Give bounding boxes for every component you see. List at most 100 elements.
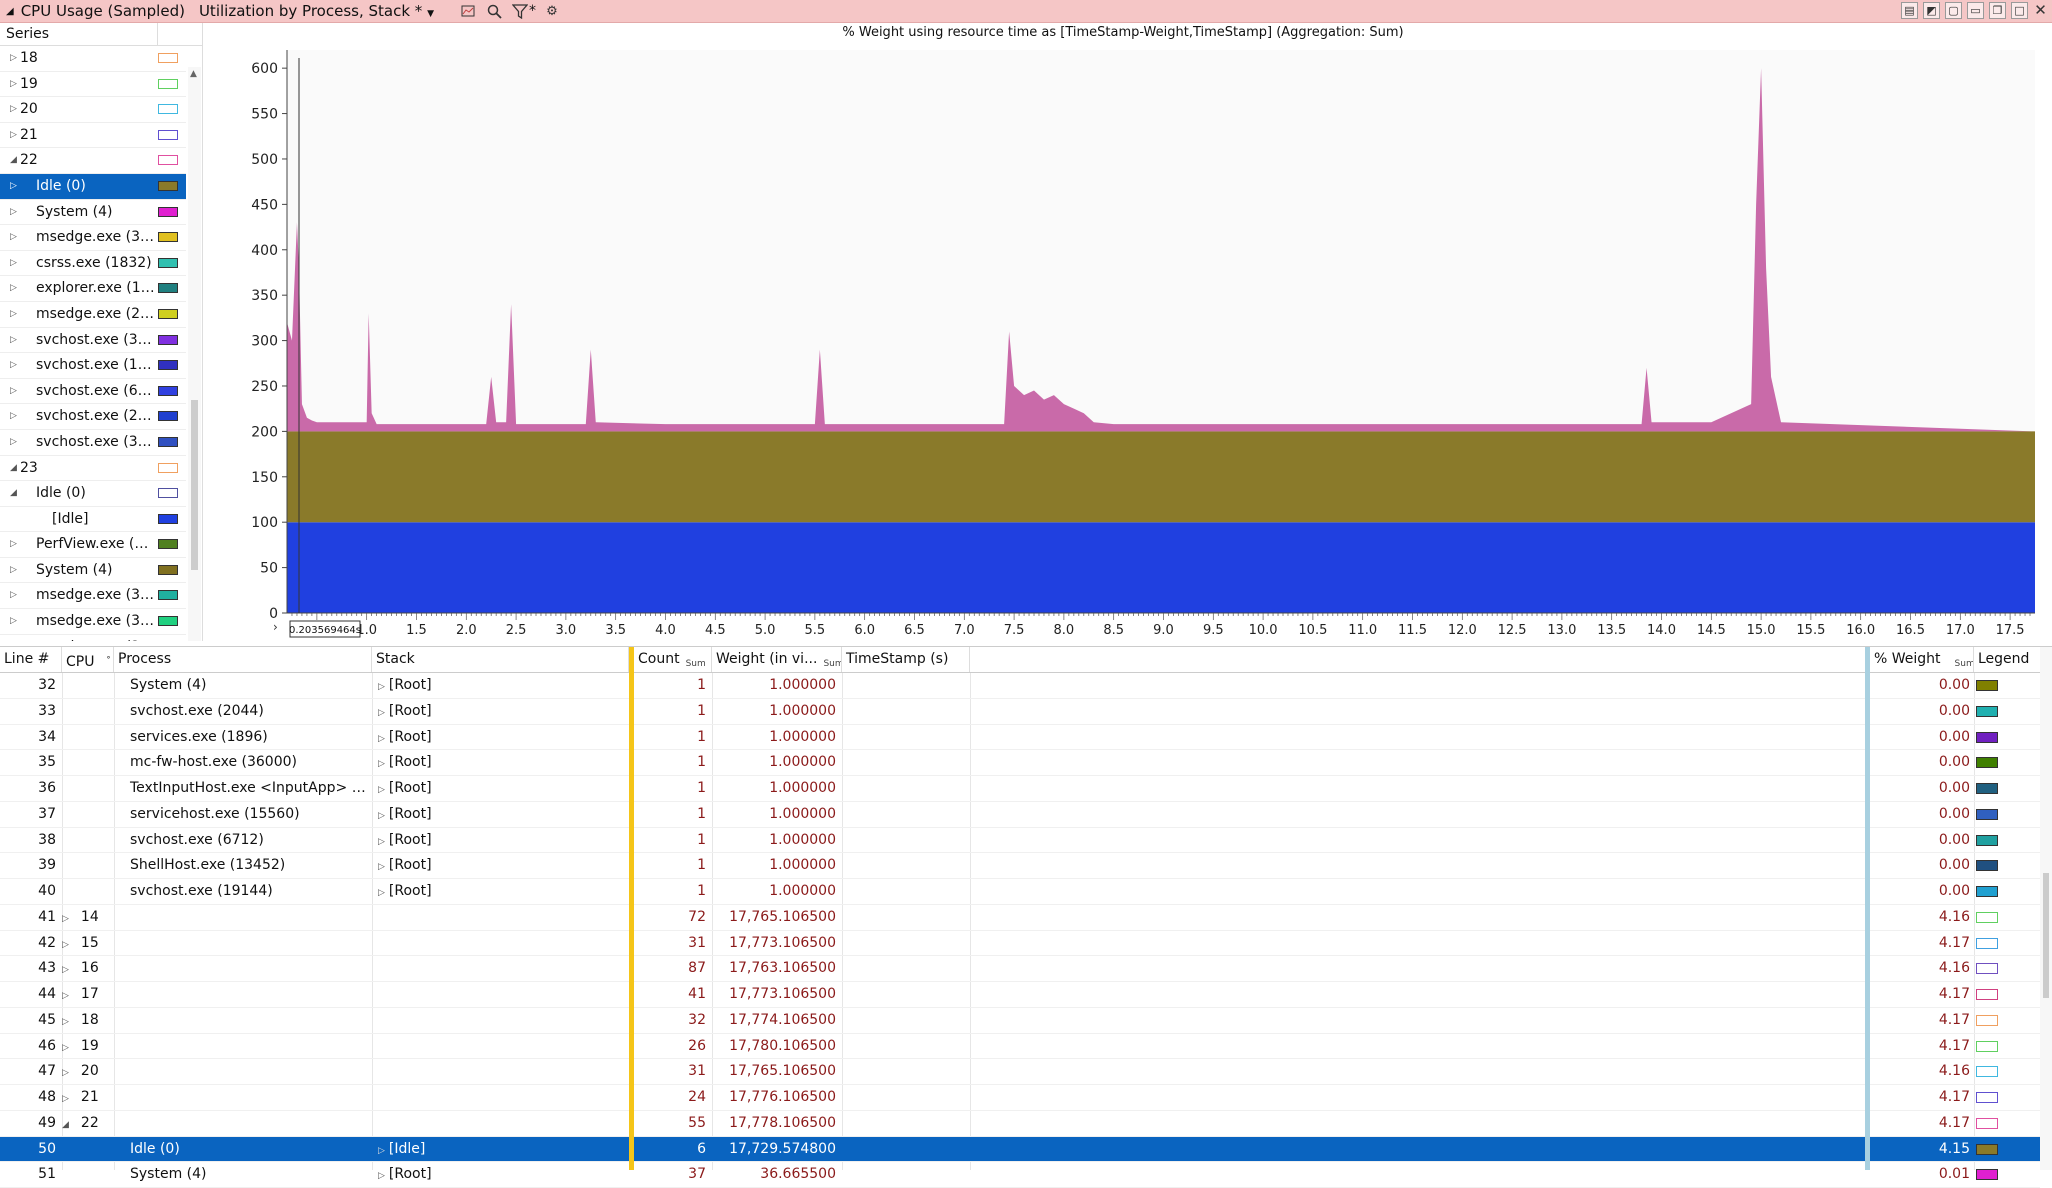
table-row[interactable]: 42 ▷ 15 31 17,773.106500 4.17 (0, 931, 2040, 957)
cpu-expand-icon[interactable]: ▷ (62, 1094, 69, 1104)
series-color-swatch[interactable] (158, 360, 178, 371)
series-item[interactable]: ▷ svchost.exe (26... (0, 404, 186, 430)
stack-expand-icon[interactable]: ▷ (378, 862, 385, 873)
series-color-swatch[interactable] (158, 539, 178, 550)
table-row[interactable]: 35 mc-fw-host.exe (36000) ▷ [Root] 1 1.000000… (0, 750, 2040, 776)
legend-swatch[interactable] (1976, 1066, 1998, 1078)
series-item[interactable]: ▷ msedge.exe (33... (0, 225, 186, 251)
close-icon[interactable]: ✕ (2034, 0, 2047, 19)
search-icon[interactable] (486, 3, 502, 19)
series-item[interactable]: ◢ Idle (0) (0, 481, 186, 507)
legend-swatch[interactable] (1976, 860, 1998, 872)
table-row[interactable]: 36 TextInputHost.exe <InputApp> (1... ▷ [Ro… (0, 776, 2040, 802)
legend-swatch[interactable] (1976, 886, 1998, 897)
series-color-swatch[interactable] (158, 564, 178, 575)
legend-swatch[interactable] (1976, 1040, 1998, 1052)
col-legend[interactable]: Legend (1974, 647, 2040, 672)
series-item[interactable]: ▷ System (4) (0, 558, 186, 584)
series-item[interactable]: ▷ msedge.exe (23... (0, 635, 186, 641)
series-color-swatch[interactable] (158, 308, 178, 319)
series-color-swatch[interactable] (158, 257, 178, 268)
stack-expand-icon[interactable]: ▷ (378, 810, 385, 821)
series-item[interactable]: ▷ svchost.exe (33... (0, 430, 186, 456)
col-cpu[interactable]: CPU ° (62, 647, 114, 672)
stack-expand-icon[interactable]: ▷ (378, 707, 385, 718)
series-item[interactable]: ▷ svchost.exe (30... (0, 328, 186, 354)
collapse-icon[interactable]: ◢ (10, 462, 17, 473)
restore-icon[interactable]: ❐ (1989, 2, 2006, 19)
legend-swatch[interactable] (1976, 808, 1998, 820)
scroll-thumb[interactable] (191, 400, 198, 570)
series-color-swatch[interactable] (158, 206, 178, 217)
table-row[interactable]: 43 ▷ 16 87 17,763.106500 4.16 (0, 956, 2040, 982)
view-graph-table-icon[interactable]: ▤ (1901, 2, 1918, 19)
cpu-expand-icon[interactable]: ▷ (62, 1016, 69, 1027)
expand-icon[interactable]: ▷ (10, 308, 17, 319)
stack-expand-icon[interactable]: ▷ (378, 733, 385, 744)
col-stack[interactable]: Stack (372, 647, 629, 672)
collapse-icon[interactable]: ◢ (10, 488, 17, 499)
series-item[interactable]: ▷ msedge.exe (20... (0, 302, 186, 328)
cpu-expand-icon[interactable]: ▷ (62, 991, 69, 1001)
series-color-swatch[interactable] (158, 616, 178, 627)
graph-icon[interactable] (460, 3, 476, 19)
series-scrollbar[interactable]: ▲ ▼ (188, 67, 201, 641)
table-row[interactable]: 44 ▷ 17 41 17,773.106500 4.17 (0, 982, 2040, 1008)
series-color-swatch[interactable] (158, 411, 178, 422)
table-row[interactable]: 32 System (4) ▷ [Root] 1 1.000000 0.00 (0, 673, 2040, 699)
expand-icon[interactable]: ▷ (10, 78, 17, 89)
series-color-swatch[interactable] (158, 155, 178, 166)
legend-swatch[interactable] (1976, 834, 1998, 846)
series-item[interactable]: ▷ csrss.exe (1832) (0, 251, 186, 277)
filter-icon[interactable] (512, 3, 528, 19)
legend-swatch[interactable] (1976, 937, 1998, 949)
table-row[interactable]: 49 ◢ 22 55 17,778.106500 4.17 (0, 1111, 2040, 1137)
expand-icon[interactable]: ▷ (10, 539, 17, 550)
table-row[interactable]: 40 svchost.exe (19144) ▷ [Root] 1 1.000000 0.0… (0, 879, 2040, 905)
table-row[interactable]: 50 Idle (0) ▷ [Idle] 6 17,729.574800 4.15 (0, 1136, 2040, 1163)
table-scroll-thumb[interactable] (2043, 873, 2049, 998)
expand-icon[interactable]: ▷ (10, 616, 17, 627)
series-color-swatch[interactable] (158, 462, 178, 473)
series-color-swatch[interactable] (158, 232, 178, 243)
legend-swatch[interactable] (1976, 783, 1998, 794)
stack-expand-icon[interactable]: ▷ (378, 682, 385, 692)
table-row[interactable]: 51 System (4) ▷ [Root] 37 36.665500 0.01 (0, 1162, 2040, 1188)
series-item[interactable]: ▷ explorer.exe (15... (0, 276, 186, 302)
legend-swatch[interactable] (1976, 911, 1998, 923)
legend-swatch[interactable] (1976, 705, 1998, 717)
cpu-expand-icon[interactable]: ▷ (62, 1068, 69, 1079)
series-item[interactable]: ◢ 22 (0, 148, 186, 174)
chart-area[interactable]: % Weight using resource time as [TimeSta… (203, 23, 2052, 641)
expand-icon[interactable]: ▷ (10, 360, 17, 371)
series-color-swatch[interactable] (158, 53, 178, 63)
cpu-expand-icon[interactable]: ◢ (62, 1119, 69, 1130)
stack-expand-icon[interactable]: ▷ (378, 759, 385, 770)
series-color-swatch[interactable] (158, 129, 178, 140)
expand-icon[interactable]: ▷ (10, 180, 17, 191)
col-process[interactable]: Process (114, 647, 372, 672)
expand-icon[interactable]: ▷ (10, 53, 17, 63)
expand-icon[interactable]: ▷ (10, 334, 17, 345)
series-color-swatch[interactable] (158, 283, 178, 294)
series-color-swatch[interactable] (158, 78, 178, 89)
series-item[interactable]: ▷ Idle (0) (0, 173, 186, 200)
legend-swatch[interactable] (1976, 757, 1998, 769)
legend-swatch[interactable] (1976, 1014, 1998, 1026)
table-row[interactable]: 41 ▷ 14 72 17,765.106500 4.16 (0, 905, 2040, 931)
minimize-icon[interactable]: ▭ (1967, 2, 1984, 19)
series-item[interactable]: ▷ 19 (0, 72, 186, 98)
expand-axis-icon[interactable]: › (273, 620, 278, 634)
table-row[interactable]: 48 ▷ 21 24 17,776.106500 4.17 (0, 1085, 2040, 1111)
expand-icon[interactable]: ▷ (10, 385, 17, 396)
cpu-expand-icon[interactable]: ▷ (62, 939, 69, 950)
chart-svg[interactable]: 0 50 100 150 200 250 300 350 400 450 500 550 600 1.0 1… (203, 23, 2052, 641)
series-item[interactable]: ▷ PerfView.exe (2... (0, 532, 186, 558)
preset-dropdown[interactable]: Utilization by Process, Stack * ▼ (199, 2, 434, 20)
stack-expand-icon[interactable]: ▷ (378, 1145, 385, 1156)
series-item[interactable]: ▷ System (4) (0, 200, 186, 226)
stack-expand-icon[interactable]: ▷ (378, 1171, 385, 1182)
series-item[interactable]: ▷ svchost.exe (68... (0, 379, 186, 405)
series-color-swatch[interactable] (158, 385, 178, 396)
col-pct-weight[interactable]: % Weight Sum (1870, 647, 1974, 672)
